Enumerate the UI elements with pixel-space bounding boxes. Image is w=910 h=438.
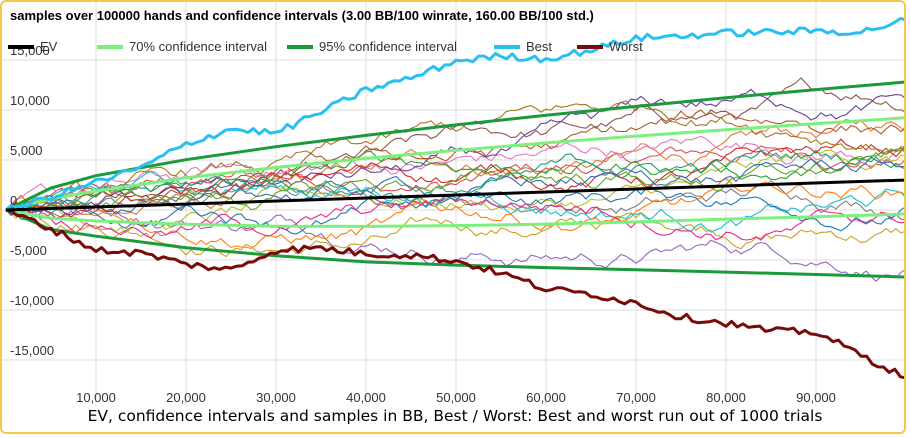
legend-item-ci95: 95% confidence interval [287,39,457,54]
x-tick-label: 70,000 [616,390,656,405]
sample-line [5,149,904,221]
sample-line [5,148,904,211]
plot-area: -15,000-10,000-5,00005,00010,00015,00010… [2,2,904,407]
main-series [5,17,904,380]
y-tick-label: -15,000 [10,343,54,358]
sample-line [5,100,904,211]
grid [2,2,904,407]
legend-label-ci70: 70% confidence interval [129,39,268,54]
sample-line [5,195,904,241]
y-tick-label: 5,000 [10,143,43,158]
sample-line [5,138,904,219]
ci70-upper-line [5,116,904,212]
y-tick-label: 0 [10,193,17,208]
legend-item-ci70: 70% confidence interval [97,39,267,54]
ci95-lower-line [5,208,904,279]
sample-line [5,170,904,233]
x-tick-label: 10,000 [76,390,116,405]
legend-label-best: Best [526,39,553,54]
legend-label-ev: EV [40,39,58,54]
chart-title: samples over 100000 hands and confidence… [10,8,594,23]
sample-line [5,179,904,221]
sample-line [5,135,904,211]
x-tick-label: 40,000 [346,390,386,405]
x-tick-label: 60,000 [526,390,566,405]
x-tick-label: 50,000 [436,390,476,405]
worst-line [5,208,904,380]
legend-label-worst: Worst [609,39,643,54]
legend-swatch-ci95 [287,44,313,49]
sample-line [5,156,904,229]
y-tick-label: 10,000 [10,93,50,108]
y-tick-label: -10,000 [10,293,54,308]
x-tick-label: 20,000 [166,390,206,405]
legend-swatch-ev [8,44,34,49]
legend-item-ev: EV [8,39,57,54]
tick-labels: -15,000-10,000-5,00005,00010,00015,00010… [10,43,836,405]
legend-item-best: Best [494,39,552,54]
legend-swatch-worst [577,44,603,49]
legend-swatch-ci70 [97,44,123,49]
ev-line [5,178,904,212]
sample-line [5,147,904,213]
x-tick-label: 30,000 [256,390,296,405]
chart-caption: EV, confidence intervals and samples in … [87,407,823,425]
legend-swatch-best [494,44,520,49]
y-tick-label: -5,000 [10,243,47,258]
legend-item-worst: Worst [577,39,643,54]
best-line [5,17,904,212]
ci70-lower-line [5,208,904,228]
ci95-upper-line [5,80,904,212]
x-tick-label: 80,000 [706,390,746,405]
x-tick-label: 90,000 [796,390,836,405]
legend-label-ci95: 95% confidence interval [319,39,458,54]
